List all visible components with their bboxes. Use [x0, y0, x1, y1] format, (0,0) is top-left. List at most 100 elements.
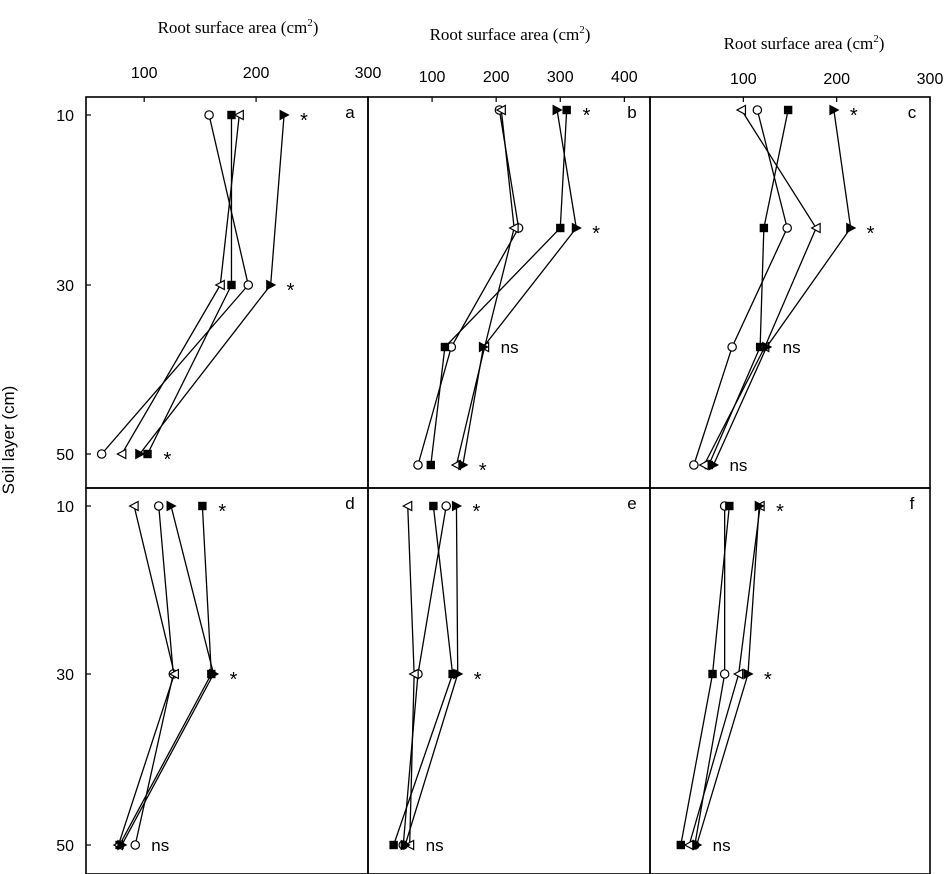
series-line-filled-square — [393, 505, 454, 846]
data-point-filled-right-triangle — [451, 500, 463, 512]
data-point-filled-square — [198, 501, 207, 511]
x-tick-label: 300 — [547, 69, 574, 86]
series-line-open-circle — [101, 114, 249, 455]
data-point-open-left-triangle — [495, 104, 506, 116]
panel-c: c 100 200 300 * * ns ns — [649, 71, 943, 489]
series-line-filled-right-triangle — [462, 109, 577, 466]
data-point-filled-square — [429, 501, 438, 511]
data-point-filled-square — [426, 460, 436, 470]
x-tick-label: 400 — [611, 69, 638, 86]
significance-label: * — [474, 669, 482, 691]
y-tick-label: 10 — [56, 108, 74, 125]
data-point-open-circle — [782, 223, 792, 233]
series-line-filled-square — [430, 109, 568, 466]
data-point-filled-square — [440, 342, 450, 352]
data-point-filled-square — [227, 280, 236, 290]
data-point-filled-right-triangle — [692, 839, 703, 851]
data-point-open-circle — [243, 280, 254, 290]
significance-label: * — [218, 501, 226, 523]
data-point-filled-right-triangle — [829, 104, 840, 116]
data-point-open-circle — [727, 342, 737, 352]
data-point-filled-square — [783, 105, 793, 115]
data-point-filled-right-triangle — [166, 500, 177, 512]
significance-label: * — [776, 501, 784, 523]
data-point-filled-right-triangle — [552, 104, 563, 116]
data-point-open-left-triangle — [810, 222, 821, 234]
data-point-open-left-triangle — [401, 500, 413, 512]
x-tick-label: 100 — [419, 69, 446, 86]
data-point-filled-square — [556, 223, 565, 233]
panel-d: d 10 30 50 * * ns — [56, 487, 369, 874]
y-tick-label: 50 — [56, 838, 74, 855]
y-axis-label: Soil layer (cm) — [0, 386, 18, 495]
top-axis-title-left: Root surface area (cm2) — [158, 17, 319, 37]
panel-letter: a — [345, 103, 355, 122]
panel-letter: b — [627, 103, 636, 122]
data-point-open-circle — [752, 105, 763, 115]
data-point-filled-square — [759, 223, 769, 233]
data-point-filled-right-triangle — [279, 109, 290, 121]
data-point-filled-right-triangle — [708, 459, 720, 471]
significance-label: * — [592, 223, 600, 245]
data-point-filled-square — [143, 449, 152, 459]
series-line-open-circle — [417, 109, 520, 466]
data-point-open-left-triangle — [408, 668, 419, 680]
x-tick-label: 100 — [730, 71, 757, 88]
data-point-filled-right-triangle — [266, 279, 277, 291]
significance-label: * — [583, 105, 591, 127]
data-point-open-circle — [96, 449, 107, 459]
data-point-filled-right-triangle — [846, 222, 857, 234]
significance-label: * — [764, 669, 772, 691]
x-tick-label: 200 — [483, 69, 510, 86]
panel-letter: e — [627, 494, 636, 513]
panels: a 100 200 300 10 30 50 * * * b 100 200 300 400 * * ns * c 10… — [56, 65, 943, 874]
significance-label: ns — [151, 836, 169, 855]
data-point-filled-right-triangle — [135, 448, 146, 460]
y-tick-label: 10 — [56, 499, 74, 516]
data-point-open-left-triangle — [683, 839, 694, 851]
significance-label: * — [479, 460, 487, 482]
x-tick-label: 100 — [131, 65, 158, 82]
data-point-filled-square — [389, 840, 398, 850]
significance-label: * — [472, 501, 480, 523]
significance-label: * — [867, 223, 875, 245]
data-point-open-left-triangle — [732, 668, 744, 680]
significance-label: * — [287, 280, 295, 302]
series-line-open-left-triangle — [703, 109, 817, 466]
data-point-open-circle — [689, 460, 699, 470]
significance-label: ns — [501, 338, 519, 357]
series-line-filled-right-triangle — [712, 109, 852, 466]
panel-letter: d — [345, 494, 354, 513]
significance-label: ns — [783, 338, 801, 357]
data-point-filled-square — [725, 501, 734, 511]
panel-frame — [649, 96, 931, 489]
data-point-filled-square — [562, 105, 571, 115]
series-line-open-circle — [693, 109, 788, 466]
panel-frame — [85, 96, 369, 489]
x-tick-label: 200 — [243, 65, 270, 82]
top-axis-title-right: Root surface area (cm2) — [724, 33, 885, 53]
data-point-filled-right-triangle — [400, 839, 411, 851]
data-point-filled-square — [704, 460, 713, 470]
y-tick-label: 30 — [56, 278, 74, 295]
x-tick-label: 200 — [823, 71, 850, 88]
data-point-filled-right-triangle — [762, 341, 773, 353]
data-point-open-left-triangle — [698, 459, 709, 471]
x-tick-label: 300 — [355, 65, 382, 82]
data-point-open-left-triangle — [128, 500, 139, 512]
series-line-filled-square — [708, 109, 789, 466]
data-point-open-circle — [204, 110, 214, 120]
data-point-open-circle — [441, 501, 451, 511]
significance-label: * — [850, 105, 858, 127]
data-point-open-circle — [130, 840, 141, 850]
panel-f: f * * ns — [649, 487, 931, 874]
data-point-open-circle — [153, 501, 164, 511]
panel-a: a 100 200 300 10 30 50 * * * — [56, 65, 382, 489]
panel-letter: c — [908, 103, 917, 122]
data-point-filled-square — [676, 840, 685, 850]
data-point-open-circle — [719, 669, 730, 679]
data-point-filled-square — [448, 669, 457, 679]
series-line-filled-right-triangle — [139, 114, 285, 455]
data-point-filled-right-triangle — [458, 459, 469, 471]
